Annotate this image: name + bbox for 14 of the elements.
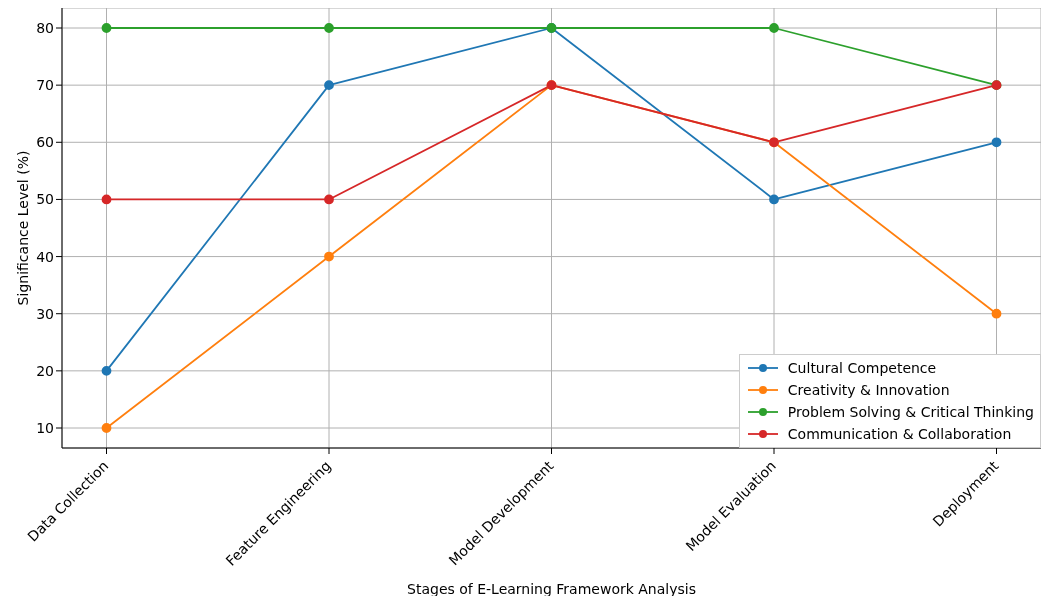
y-tick-label: 30 — [36, 305, 54, 322]
y-tick-label: 80 — [36, 19, 54, 36]
legend-label: Problem Solving & Critical Thinking — [787, 403, 1034, 422]
y-axis-title: Significance Level (%) — [14, 150, 31, 306]
y-tick-label: 40 — [36, 248, 54, 265]
y-tick-label: 50 — [36, 191, 54, 208]
legend-label: Communication & Collaboration — [787, 425, 1012, 444]
x-axis-title: Stages of E-Learning Framework Analysis — [407, 581, 696, 596]
legend-label: Cultural Competence — [787, 359, 937, 378]
legend-label: Creativity & Innovation — [787, 381, 950, 400]
y-tick-label: 20 — [36, 362, 54, 379]
y-tick-label: 70 — [36, 77, 54, 94]
y-tick-label: 60 — [36, 134, 54, 151]
y-tick-label: 10 — [36, 419, 54, 436]
